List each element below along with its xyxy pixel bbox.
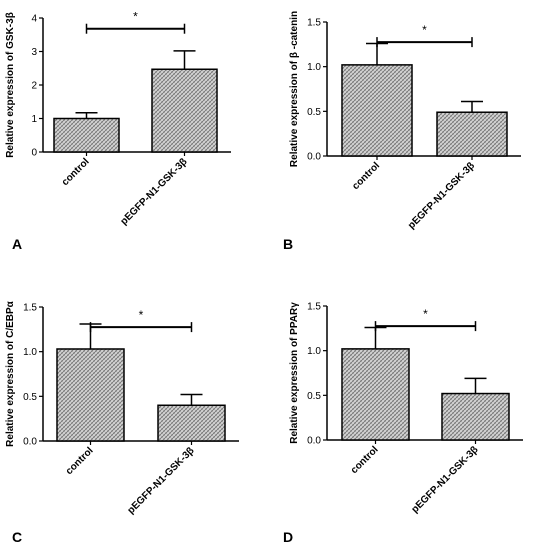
y-axis-title: Relative expression of PPARγ xyxy=(289,302,300,444)
y-tick-label: 1.0 xyxy=(307,346,321,357)
y-axis-title: Relative expression of GSK-3β xyxy=(5,12,16,158)
x-tick-label: control xyxy=(60,156,92,188)
y-tick-label: 0.5 xyxy=(23,392,37,403)
chart-svg-d: 0.0 0.5 1.0 1.5 Relative expression of PPARγ… xyxy=(289,302,523,515)
chart-panel-b: 0.0 0.5 1.0 1.5 Relative expression of β -ca… xyxy=(267,0,534,275)
chart-svg-a: 0 1 2 3 4 Relative expression of GSK-3β contro… xyxy=(5,10,231,227)
significance-star: * xyxy=(133,10,138,24)
bar-control xyxy=(53,117,120,153)
significance-star: * xyxy=(422,23,427,37)
y-tick-label: 0.0 xyxy=(307,152,321,163)
y-tick-label: 0.0 xyxy=(307,436,321,447)
panel-label-b: B xyxy=(283,236,294,252)
x-tick-label: pEGFP-N1-GSK-3β xyxy=(406,160,477,231)
bar-treatment xyxy=(441,392,510,441)
y-tick-label: 1.5 xyxy=(307,302,321,313)
y-tick-label: 3 xyxy=(31,47,37,58)
bar-treatment xyxy=(151,68,218,153)
x-tick-label: pEGFP-N1-GSK-3β xyxy=(126,445,197,516)
bar-control xyxy=(341,64,413,157)
significance-star: * xyxy=(423,307,428,321)
chart-svg-b: 0.0 0.5 1.0 1.5 Relative expression of β -ca… xyxy=(289,11,521,231)
y-tick-label: 1.0 xyxy=(307,62,321,73)
y-tick-label: 0.0 xyxy=(23,437,37,448)
y-tick-label: 2 xyxy=(31,81,37,92)
chart-svg-c: 0.0 0.5 1.0 1.5 Relative expression of C/EBP… xyxy=(5,300,239,516)
chart-panel-a: 0 1 2 3 4 Relative expression of GSK-3β contro… xyxy=(0,0,267,275)
y-tick-label: 1 xyxy=(31,114,37,125)
y-tick-label: 0 xyxy=(31,148,37,159)
chart-panel-c: 0.0 0.5 1.0 1.5 Relative expression of C/EBP… xyxy=(0,275,267,550)
y-tick-label: 0.5 xyxy=(307,107,321,118)
panel-label-c: C xyxy=(12,529,23,545)
x-tick-label: pEGFP-N1-GSK-3β xyxy=(410,444,481,515)
y-tick-label: 1.5 xyxy=(23,303,37,314)
x-tick-label: control xyxy=(350,160,382,192)
y-axis-title: Relative expression of C/EBPα xyxy=(5,300,16,446)
significance-star: * xyxy=(139,308,144,322)
chart-panel-d: 0.0 0.5 1.0 1.5 Relative expression of PPARγ… xyxy=(267,275,534,550)
y-tick-label: 0.5 xyxy=(307,391,321,402)
y-axis-title: Relative expression of β -catenin xyxy=(289,11,300,167)
bar-control xyxy=(341,348,410,441)
y-tick-label: 1.0 xyxy=(23,347,37,358)
y-tick-label: 4 xyxy=(31,14,37,25)
y-tick-label: 1.5 xyxy=(307,18,321,29)
bar-treatment xyxy=(436,111,508,157)
panel-label-a: A xyxy=(12,236,23,252)
x-tick-label: control xyxy=(64,445,96,477)
x-tick-label: pEGFP-N1-GSK-3β xyxy=(119,156,190,227)
bar-treatment xyxy=(157,404,226,442)
panel-label-d: D xyxy=(283,529,294,545)
x-tick-label: control xyxy=(349,444,381,476)
bar-control xyxy=(56,348,125,442)
